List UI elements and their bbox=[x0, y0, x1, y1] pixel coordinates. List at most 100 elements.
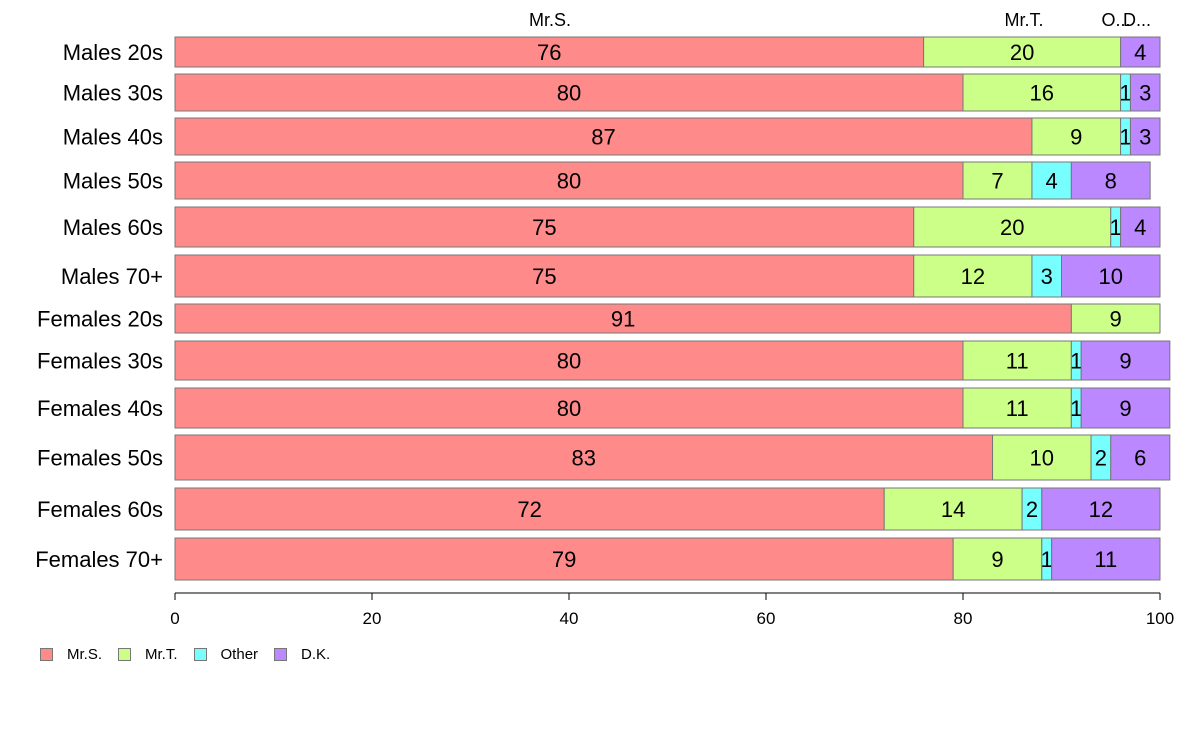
bar-segment bbox=[1041, 487, 1161, 531]
bar-value-label: 8 bbox=[1105, 169, 1117, 194]
bar-value-label: 80 bbox=[557, 396, 581, 421]
bar-value-label: 4 bbox=[1134, 40, 1146, 65]
bar-segment bbox=[1080, 387, 1171, 429]
series-top-label: D... bbox=[1123, 10, 1151, 30]
bar-value-label: 12 bbox=[961, 264, 985, 289]
bar-segment bbox=[174, 117, 1033, 156]
bar-segment bbox=[174, 303, 1072, 334]
bar-value-label: 9 bbox=[991, 547, 1003, 572]
bar-value-label: 11 bbox=[1006, 349, 1029, 374]
bar-segment bbox=[1070, 161, 1151, 200]
bar-segment bbox=[1031, 254, 1062, 298]
bar-value-label: 76 bbox=[537, 40, 561, 65]
legend-label: Mr.T. bbox=[145, 646, 178, 663]
bar-value-label: 20 bbox=[1000, 215, 1024, 240]
bar-segment bbox=[1120, 206, 1161, 248]
legend-swatch bbox=[118, 648, 132, 661]
bar-value-label: 80 bbox=[557, 349, 581, 374]
bar-segment bbox=[174, 434, 994, 481]
bar-segment bbox=[962, 387, 1072, 429]
bar-value-label: 1 bbox=[1041, 547, 1053, 572]
bar-value-label: 9 bbox=[1119, 396, 1131, 421]
legend-label: Other bbox=[220, 646, 259, 663]
bar-value-label: 11 bbox=[1094, 547, 1117, 572]
bar-value-label: 14 bbox=[941, 497, 965, 522]
legend: Mr.S. Mr.T. Other D.K. bbox=[40, 646, 346, 663]
series-top-label: O... bbox=[1101, 10, 1130, 30]
bar-value-label: 9 bbox=[1119, 349, 1131, 374]
bar-segment bbox=[962, 161, 1033, 200]
bar-value-label: 1 bbox=[1070, 349, 1082, 374]
legend-swatch bbox=[40, 648, 53, 661]
bar-value-label: 7 bbox=[991, 169, 1003, 194]
bar-segment bbox=[1061, 254, 1161, 298]
bar-value-label: 10 bbox=[1099, 264, 1123, 289]
category-label: Males 50s bbox=[63, 169, 163, 194]
bar-segment bbox=[913, 206, 1112, 248]
legend-label: Mr.S. bbox=[67, 646, 103, 663]
bar-value-label: 72 bbox=[517, 497, 541, 522]
bar-value-label: 2 bbox=[1095, 446, 1107, 471]
legend-item: D.K. bbox=[274, 646, 330, 663]
bar-value-label: 75 bbox=[532, 264, 556, 289]
category-label: Females 70+ bbox=[35, 547, 163, 572]
category-label: Females 60s bbox=[37, 497, 163, 522]
legend-swatch bbox=[193, 648, 207, 661]
bar-value-label: 1 bbox=[1110, 215, 1122, 240]
bar-segment bbox=[174, 487, 885, 531]
bar-segment bbox=[883, 487, 1023, 531]
category-label: Females 40s bbox=[37, 396, 163, 421]
x-tick-label: 40 bbox=[560, 609, 579, 628]
x-tick-label: 20 bbox=[363, 609, 382, 628]
legend-label: D.K. bbox=[301, 646, 331, 663]
x-tick-label: 0 bbox=[170, 609, 179, 628]
bar-value-label: 12 bbox=[1089, 497, 1113, 522]
bar-value-label: 20 bbox=[1010, 40, 1034, 65]
bar-value-label: 91 bbox=[611, 307, 635, 332]
bar-value-label: 80 bbox=[557, 81, 581, 106]
bar-segment bbox=[1129, 117, 1161, 156]
bar-value-label: 80 bbox=[557, 169, 581, 194]
bar-segment bbox=[962, 340, 1072, 381]
series-top-label: Mr.S. bbox=[529, 10, 571, 30]
bar-segment bbox=[952, 537, 1043, 581]
bar-value-label: 10 bbox=[1030, 446, 1054, 471]
bar-value-label: 11 bbox=[1006, 396, 1029, 421]
legend-item: Mr.T. bbox=[118, 646, 178, 663]
category-label: Males 20s bbox=[63, 40, 163, 65]
bar-segment bbox=[1031, 117, 1122, 156]
category-label: Females 30s bbox=[37, 349, 163, 374]
bar-value-label: 1 bbox=[1070, 396, 1082, 421]
bar-value-label: 4 bbox=[1134, 215, 1146, 240]
bar-value-label: 3 bbox=[1041, 264, 1053, 289]
category-label: Males 60s bbox=[63, 215, 163, 240]
x-tick-label: 60 bbox=[757, 609, 776, 628]
bar-segment bbox=[913, 254, 1033, 298]
bar-value-label: 16 bbox=[1030, 81, 1054, 106]
bar-value-label: 79 bbox=[552, 547, 576, 572]
bar-value-label: 9 bbox=[1110, 307, 1122, 332]
category-label: Males 30s bbox=[63, 81, 163, 106]
bar-segment bbox=[1070, 303, 1161, 334]
x-tick-label: 80 bbox=[954, 609, 973, 628]
bar-segment bbox=[174, 387, 964, 429]
bar-segment bbox=[1110, 434, 1171, 481]
bar-value-label: 1 bbox=[1119, 125, 1131, 150]
category-label: Females 50s bbox=[37, 446, 163, 471]
bar-segment bbox=[174, 537, 954, 581]
bar-value-label: 3 bbox=[1139, 81, 1151, 106]
bar-segment bbox=[174, 254, 915, 298]
bar-segment bbox=[1051, 537, 1161, 581]
bar-segment bbox=[1120, 36, 1161, 68]
bar-value-label: 3 bbox=[1139, 125, 1151, 150]
legend-swatch bbox=[274, 648, 288, 661]
bar-segment bbox=[1129, 73, 1161, 112]
bar-value-label: 2 bbox=[1026, 497, 1038, 522]
category-label: Females 20s bbox=[37, 307, 163, 332]
x-tick-label: 100 bbox=[1146, 609, 1174, 628]
bar-value-label: 9 bbox=[1070, 125, 1082, 150]
bar-segment bbox=[1080, 340, 1171, 381]
bar-value-label: 4 bbox=[1046, 169, 1058, 194]
bar-segment bbox=[174, 340, 964, 381]
